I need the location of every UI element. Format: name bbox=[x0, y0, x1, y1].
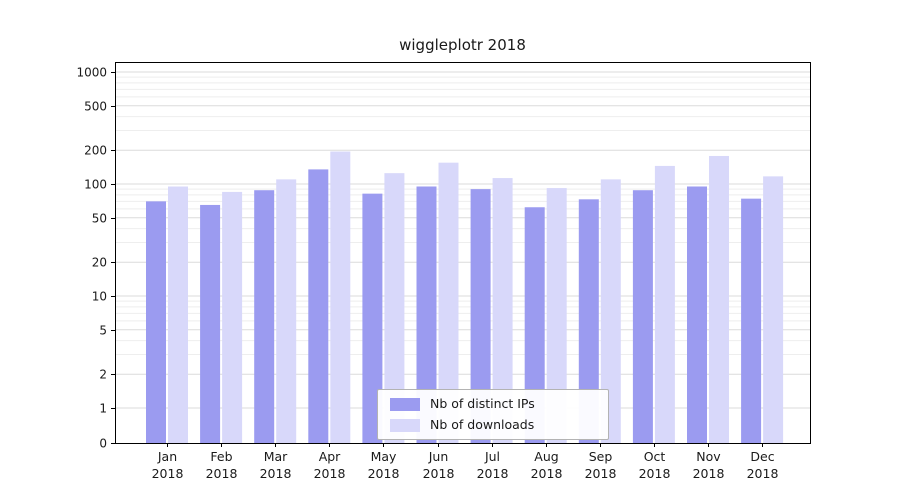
bar-ips-jan bbox=[146, 201, 166, 443]
x-tick-label-month: Sep bbox=[589, 449, 613, 464]
legend-swatch-distinct-ips bbox=[390, 397, 420, 411]
x-tick-label-year: 2018 bbox=[585, 466, 617, 481]
legend-entry-downloads: Nb of downloads bbox=[390, 418, 596, 432]
bar-ips-may bbox=[362, 193, 383, 443]
bar-ips-oct bbox=[632, 190, 653, 443]
legend-label-distinct-ips: Nb of distinct IPs bbox=[430, 396, 535, 411]
legend-label-downloads: Nb of downloads bbox=[430, 417, 535, 432]
y-tick-label: 200 bbox=[84, 144, 107, 158]
x-tick-label-year: 2018 bbox=[368, 466, 400, 481]
x-tick-label-year: 2018 bbox=[747, 466, 779, 481]
x-tick-label-month: Nov bbox=[696, 449, 721, 464]
x-tick-label-year: 2018 bbox=[423, 466, 455, 481]
x-tick-label-month: Feb bbox=[210, 449, 232, 464]
bar-ips-jun bbox=[416, 186, 437, 444]
y-tick-label: 20 bbox=[92, 256, 107, 270]
legend-swatch-downloads bbox=[390, 418, 420, 432]
x-tick-label-month: Oct bbox=[644, 449, 666, 464]
y-tick-label: 1 bbox=[99, 402, 107, 416]
x-tick-label-year: 2018 bbox=[206, 466, 238, 481]
bar-ips-mar bbox=[254, 190, 275, 443]
x-tick-label-month: Aug bbox=[534, 449, 558, 464]
y-tick-label: 2 bbox=[99, 368, 107, 382]
x-tick-label-month: Jan bbox=[157, 449, 177, 464]
bar-downloads-jun bbox=[438, 162, 459, 443]
bar-downloads-oct bbox=[654, 165, 675, 443]
bar-downloads-nov bbox=[709, 155, 729, 444]
bar-downloads-aug bbox=[546, 188, 567, 443]
x-tick-label-year: 2018 bbox=[477, 466, 509, 481]
bar-ips-jul bbox=[470, 189, 491, 443]
legend-entry-distinct-ips: Nb of distinct IPs bbox=[390, 397, 596, 411]
bar-ips-sep bbox=[578, 199, 599, 443]
bar-ips-nov bbox=[687, 186, 707, 444]
plot-border bbox=[115, 62, 811, 444]
x-tick-label-month: Dec bbox=[750, 449, 774, 464]
x-tick-label-month: Jun bbox=[428, 449, 449, 464]
x-tick-label-year: 2018 bbox=[260, 466, 292, 481]
x-tick-label-month: Mar bbox=[264, 449, 288, 464]
x-tick-label-month: May bbox=[371, 449, 397, 464]
bar-downloads-sep bbox=[600, 179, 621, 443]
bar-ips-apr bbox=[308, 169, 329, 443]
y-tick-label: 0 bbox=[99, 437, 107, 451]
y-tick-label: 10 bbox=[92, 290, 107, 304]
bar-downloads-feb bbox=[222, 191, 243, 443]
bar-downloads-jan bbox=[168, 186, 188, 444]
y-tick-label: 5 bbox=[99, 324, 107, 338]
x-tick-label-year: 2018 bbox=[531, 466, 563, 481]
bar-ips-feb bbox=[200, 204, 221, 443]
bar-ips-dec bbox=[741, 198, 762, 443]
bar-downloads-apr bbox=[330, 151, 351, 444]
x-tick-label-year: 2018 bbox=[152, 466, 184, 481]
x-tick-label-month: Jul bbox=[484, 449, 500, 464]
x-tick-label-year: 2018 bbox=[639, 466, 671, 481]
legend: Nb of distinct IPs Nb of downloads bbox=[377, 389, 609, 440]
y-tick-label: 100 bbox=[84, 178, 107, 192]
chart-title: wiggleplotr 2018 bbox=[399, 36, 526, 54]
x-tick-label-month: Apr bbox=[319, 449, 341, 464]
y-tick-label: 1000 bbox=[76, 66, 107, 80]
y-tick-label: 50 bbox=[92, 212, 107, 226]
bar-downloads-may bbox=[384, 173, 405, 444]
x-tick-label-year: 2018 bbox=[314, 466, 346, 481]
bar-ips-aug bbox=[524, 207, 545, 443]
x-tick-label-year: 2018 bbox=[693, 466, 725, 481]
y-tick-label: 500 bbox=[84, 100, 107, 114]
bar-downloads-jul bbox=[492, 178, 513, 443]
bar-downloads-mar bbox=[276, 179, 297, 443]
bar-downloads-dec bbox=[763, 176, 784, 443]
